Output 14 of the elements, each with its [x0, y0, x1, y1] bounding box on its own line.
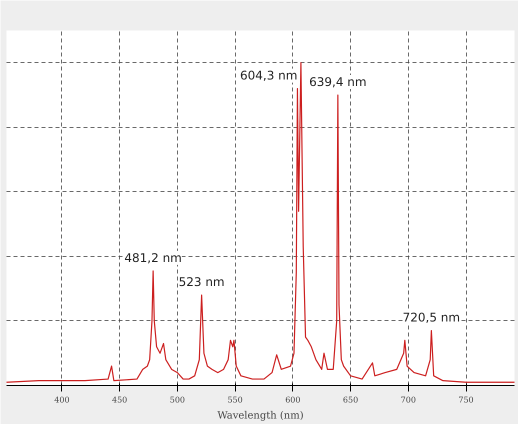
annotation: 720,5 nm	[402, 310, 460, 325]
x-tick-label: 400	[54, 396, 70, 404]
x-tick-label: 700	[400, 396, 416, 404]
x-tick-label: 450	[112, 396, 128, 404]
x-tick-label: 500	[170, 396, 186, 404]
x-tick-label: 750	[458, 396, 474, 404]
x-tick-label: 600	[285, 396, 300, 404]
annotation: 523 nm	[178, 275, 225, 290]
annotation: 481,2 nm	[124, 250, 182, 265]
x-tick-label: 550	[227, 396, 243, 404]
annotation: 604,3 nm	[240, 68, 298, 83]
annotation: 639,4 nm	[309, 75, 367, 90]
x-tick-label: 650	[342, 396, 358, 404]
x-axis-title: Wavelength (nm)	[217, 410, 304, 422]
